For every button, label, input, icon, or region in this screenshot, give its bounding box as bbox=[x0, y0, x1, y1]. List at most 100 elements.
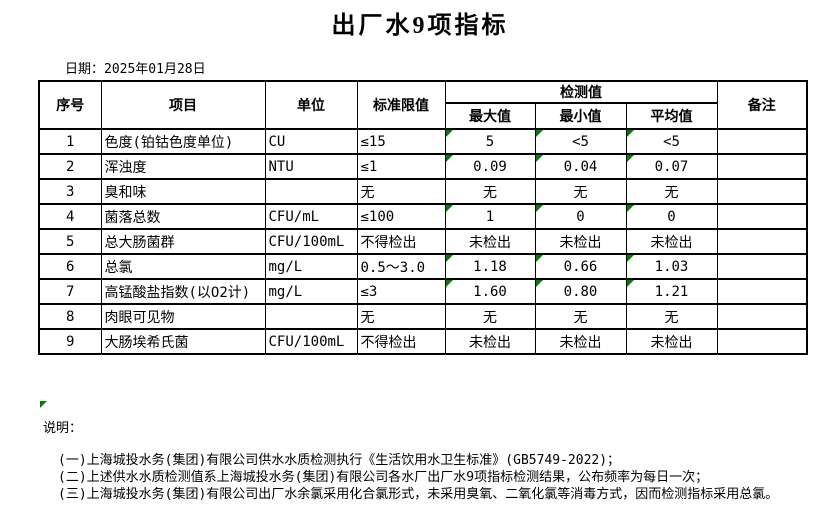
table-row: 3 臭和味 无 无 无 无 bbox=[38, 178, 808, 205]
header-row-1: 序号 项目 单位 标准限值 检测值 备注 bbox=[38, 80, 808, 130]
item-cell: 高锰酸盐指数(以O2计) bbox=[100, 278, 266, 305]
col-header-detection: 检测值 bbox=[444, 80, 718, 104]
item-cell: 臭和味 bbox=[100, 178, 266, 205]
table-row: 4 菌落总数 CFU/mL ≤100 1 0 0 bbox=[38, 203, 808, 230]
min-value-cell: 未检出 bbox=[534, 228, 627, 255]
limit-cell: 不得检出 bbox=[356, 328, 446, 355]
min-value: 0.04 bbox=[563, 158, 598, 175]
avg-value-cell: 0.07 bbox=[625, 153, 718, 180]
remark-cell bbox=[716, 178, 808, 205]
row-index-cell: 7 bbox=[38, 278, 102, 305]
row-index-cell: 6 bbox=[38, 253, 102, 280]
max-value: 0.09 bbox=[473, 158, 507, 175]
item-cell: 总大肠菌群 bbox=[100, 228, 266, 255]
min-value: 0.80 bbox=[563, 283, 598, 300]
flag-triangle-icon bbox=[40, 401, 47, 408]
max-value-cell: 无 bbox=[444, 178, 536, 205]
avg-value-cell: 0 bbox=[625, 203, 718, 230]
max-value-cell: 未检出 bbox=[444, 328, 536, 355]
flag-triangle-icon bbox=[536, 281, 543, 287]
item-cell: 大肠埃希氏菌 bbox=[100, 328, 266, 355]
item-cell: 色度(铂钴色度单位) bbox=[100, 128, 266, 155]
limit-cell: ≤1 bbox=[356, 153, 446, 180]
remark-cell bbox=[716, 253, 808, 280]
unit-cell: mg/L bbox=[264, 253, 358, 280]
table-row: 8 肉眼可见物 无 无 无 无 bbox=[38, 303, 808, 330]
col-header-limit: 标准限值 bbox=[356, 80, 446, 130]
avg-value: <5 bbox=[663, 133, 680, 150]
row-index-cell: 3 bbox=[38, 178, 102, 205]
table-row: 1 色度(铂钴色度单位) CU ≤15 5 <5 <5 bbox=[38, 128, 808, 155]
row-index-cell: 4 bbox=[38, 203, 102, 230]
table-row: 2 浑浊度 NTU ≤1 0.09 0.04 0.07 bbox=[38, 153, 808, 180]
unit-cell: CFU/100mL bbox=[264, 228, 358, 255]
notes-section: 说明： (一)上海城投水务(集团)有限公司供水水质检测执行《生活饮用水卫生标准》… bbox=[43, 417, 778, 503]
report-date: 日期：2025年01月28日 bbox=[65, 62, 206, 77]
max-value-cell: 5 bbox=[444, 128, 536, 155]
item-cell: 肉眼可见物 bbox=[100, 303, 266, 330]
max-value-cell: 1.60 bbox=[444, 278, 536, 305]
flag-triangle-icon bbox=[446, 156, 453, 162]
col-header-no: 序号 bbox=[38, 80, 102, 130]
avg-value: 1.21 bbox=[654, 283, 689, 300]
min-value-cell: 无 bbox=[534, 303, 627, 330]
row-index-cell: 2 bbox=[38, 153, 102, 180]
avg-value-cell: 未检出 bbox=[625, 328, 718, 355]
min-value: 0.66 bbox=[563, 258, 598, 275]
max-value-cell: 无 bbox=[444, 303, 536, 330]
unit-cell: mg/L bbox=[264, 278, 358, 305]
min-value-cell: 无 bbox=[534, 178, 627, 205]
max-value: 1.60 bbox=[473, 283, 507, 300]
avg-value: 0.07 bbox=[654, 158, 689, 175]
col-header-avg: 平均值 bbox=[625, 102, 718, 130]
table-row: 7 高锰酸盐指数(以O2计) mg/L ≤3 1.60 0.80 1.21 bbox=[38, 278, 808, 305]
avg-value-cell: 未检出 bbox=[625, 228, 718, 255]
min-value-cell: <5 bbox=[534, 128, 627, 155]
flag-triangle-icon bbox=[446, 256, 453, 262]
avg-value-cell: 1.21 bbox=[625, 278, 718, 305]
page-title: 出厂水9项指标 bbox=[331, 13, 509, 39]
flag-triangle-icon bbox=[536, 256, 543, 262]
remark-cell bbox=[716, 228, 808, 255]
unit-cell bbox=[264, 303, 358, 330]
min-value-cell: 0.80 bbox=[534, 278, 627, 305]
flag-triangle-icon bbox=[536, 206, 543, 212]
remark-cell bbox=[716, 303, 808, 330]
table-header: 序号 项目 单位 标准限值 检测值 备注 最大值 最小值 平均值 bbox=[38, 80, 808, 130]
min-value: <5 bbox=[572, 133, 589, 150]
max-value-cell: 1.18 bbox=[444, 253, 536, 280]
header-row-2: 最大值 最小值 平均值 bbox=[39, 102, 807, 130]
unit-cell: CFU/mL bbox=[264, 203, 358, 230]
min-value: 0 bbox=[576, 208, 585, 225]
max-value-cell: 0.09 bbox=[444, 153, 536, 180]
row-index-cell: 8 bbox=[38, 303, 102, 330]
avg-value: 0 bbox=[667, 208, 676, 225]
col-header-min: 最小值 bbox=[534, 102, 627, 130]
flag-triangle-icon bbox=[446, 131, 453, 137]
table-row: 9 大肠埃希氏菌 CFU/100mL 不得检出 未检出 未检出 未检出 bbox=[38, 328, 808, 355]
flag-triangle-icon bbox=[627, 281, 634, 287]
row-index-cell: 9 bbox=[38, 328, 102, 355]
unit-cell: NTU bbox=[264, 153, 358, 180]
item-cell: 浑浊度 bbox=[100, 153, 266, 180]
col-header-item: 项目 bbox=[100, 80, 266, 130]
flag-triangle-icon bbox=[446, 206, 453, 212]
max-value: 1 bbox=[485, 208, 495, 225]
remark-cell bbox=[716, 278, 808, 305]
row-index-cell: 5 bbox=[38, 228, 102, 255]
remark-cell bbox=[716, 328, 808, 355]
unit-cell: CFU/100mL bbox=[264, 328, 358, 355]
note-item-1: (一)上海城投水务(集团)有限公司供水水质检测执行《生活饮用水卫生标准》(GB5… bbox=[58, 453, 621, 468]
avg-value-cell: 无 bbox=[625, 178, 718, 205]
limit-cell: ≤3 bbox=[356, 278, 446, 305]
max-value-cell: 未检出 bbox=[444, 228, 536, 255]
flag-triangle-icon bbox=[536, 131, 543, 137]
unit-cell bbox=[264, 178, 358, 205]
item-cell: 菌落总数 bbox=[100, 203, 266, 230]
col-header-max: 最大值 bbox=[444, 102, 536, 130]
indicators-table: 序号 项目 单位 标准限值 检测值 备注 最大值 最小值 平均值 1 色度(铂钴… bbox=[38, 80, 808, 355]
flag-triangle-icon bbox=[627, 256, 634, 262]
table-row: 6 总氯 mg/L 0.5～3.0 1.18 0.66 1.03 bbox=[38, 253, 808, 280]
min-value-cell: 0.66 bbox=[534, 253, 627, 280]
note-item-2: (二)上述供水水质检测值系上海城投水务(集团)有限公司各水厂出厂水9项指标检测结… bbox=[58, 470, 709, 485]
